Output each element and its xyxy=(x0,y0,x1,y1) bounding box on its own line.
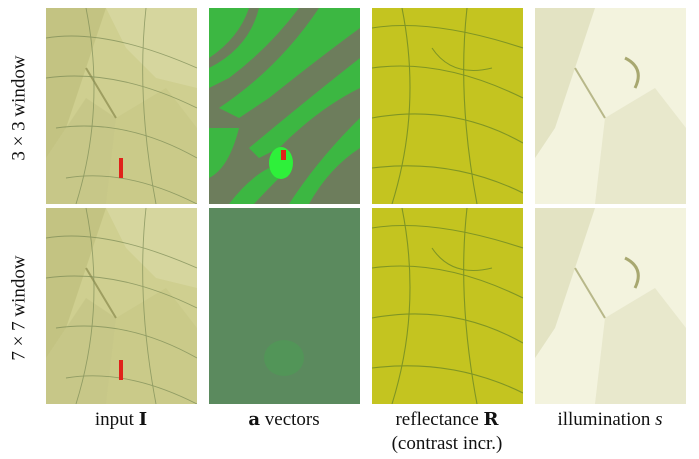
reflectance-image-3x3 xyxy=(372,8,523,204)
input-image-3x3 xyxy=(46,8,197,204)
panel-vectors-7x7 xyxy=(209,208,360,404)
vectors-image-3x3 xyxy=(209,8,360,204)
label-symbol: I xyxy=(138,409,148,430)
panel-input-7x7 xyxy=(46,208,197,404)
row-label-7x7-text: 7 × 7 window xyxy=(9,255,30,361)
column-label-vectors: a vectors xyxy=(204,408,364,432)
row-label-3x3: 3 × 3 window xyxy=(0,8,40,208)
panel-reflectance-7x7 xyxy=(372,208,523,404)
label-text: illumination xyxy=(557,409,656,430)
label-symbol: s xyxy=(655,409,663,430)
column-label-input: input I xyxy=(41,408,201,432)
vectors-image-7x7 xyxy=(209,208,360,404)
label-text: input xyxy=(94,409,139,430)
label-text: reflectance xyxy=(395,409,484,430)
column-label-illumination: illumination s xyxy=(530,408,690,432)
input-image-7x7 xyxy=(46,208,197,404)
label-symbol: a xyxy=(248,409,261,430)
panel-input-3x3 xyxy=(46,8,197,204)
column-label-reflectance: reflectance R (contrast incr.) xyxy=(367,408,527,456)
illumination-image-7x7 xyxy=(535,208,686,404)
panel-reflectance-3x3 xyxy=(372,8,523,204)
panel-vectors-3x3 xyxy=(209,8,360,204)
label-symbol: R xyxy=(483,409,499,430)
panel-illumination-7x7 xyxy=(535,208,686,404)
label-subtext: (contrast incr.) xyxy=(391,433,503,454)
panel-illumination-3x3 xyxy=(535,8,686,204)
reflectance-image-7x7 xyxy=(372,208,523,404)
row-label-7x7: 7 × 7 window xyxy=(0,208,40,408)
label-text: vectors xyxy=(260,409,320,430)
row-label-3x3-text: 3 × 3 window xyxy=(9,55,30,161)
illumination-image-3x3 xyxy=(535,8,686,204)
